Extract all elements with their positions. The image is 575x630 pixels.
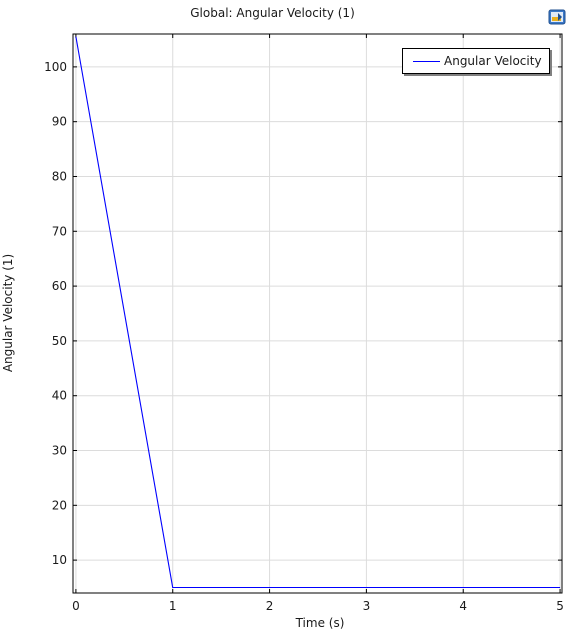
x-tick-label: 3 [363, 599, 371, 613]
y-tick-label: 90 [52, 115, 67, 129]
y-tick-label: 30 [52, 444, 67, 458]
series-line-angular-velocity [75, 36, 561, 589]
x-axis-label: Time (s) [295, 616, 345, 630]
y-tick-label: 40 [52, 389, 67, 403]
plot-frame [72, 33, 563, 594]
x-tick-label: 5 [556, 599, 564, 613]
y-tick-label: 10 [52, 553, 67, 567]
y-tick-label: 50 [52, 334, 67, 348]
legend-line-swatch [413, 61, 440, 62]
export-image-icon[interactable] [548, 9, 566, 25]
legend-entry-label: Angular Velocity [444, 54, 542, 68]
x-tick-label: 1 [169, 599, 177, 613]
x-tick-label: 0 [72, 599, 80, 613]
y-tick-label: 70 [52, 224, 67, 238]
legend: Angular Velocity [402, 48, 550, 74]
chart-title: Global: Angular Velocity (1) [190, 6, 355, 20]
y-tick-label: 20 [52, 498, 67, 512]
x-tick-label: 2 [266, 599, 274, 613]
y-tick-label: 60 [52, 279, 67, 293]
x-tick-label: 4 [459, 599, 467, 613]
y-tick-label: 100 [44, 60, 67, 74]
y-axis-label: Angular Velocity (1) [1, 254, 15, 372]
y-tick-label: 80 [52, 169, 67, 183]
